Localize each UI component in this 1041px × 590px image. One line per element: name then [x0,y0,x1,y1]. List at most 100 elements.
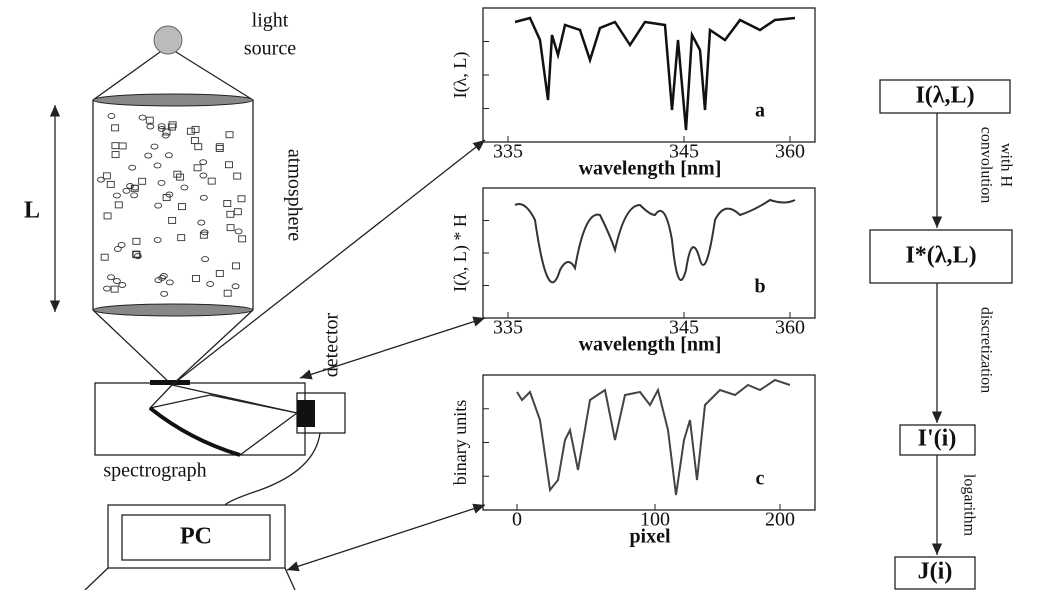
particle [225,162,232,168]
flow-step: with H [997,143,1014,187]
particle [166,280,173,285]
spectrograph-box [95,383,305,455]
particle [169,217,176,223]
particle [112,125,119,131]
label: spectrograph [103,460,206,482]
slit [150,380,190,385]
particle [202,257,209,262]
flow-node: J(i) [918,559,953,585]
particle [194,165,201,171]
arrow [287,505,485,570]
flow-node: I'(i) [918,426,957,452]
plot-frame [483,375,815,510]
x-tick-label: 0 [512,509,522,531]
particle [192,126,199,132]
particle [107,181,114,187]
particle [133,238,140,244]
y-axis-label: I(λ, L) * H [450,214,471,292]
beam [93,52,253,100]
particle [235,229,242,234]
atmosphere-cylinder [93,94,253,316]
particle [216,271,223,277]
particle [146,117,153,123]
particle [107,275,114,280]
y-axis-label: I(λ, L) [450,52,471,99]
flow-step: convolution [977,127,994,203]
particle [226,132,233,138]
label: atmosphere [283,149,305,241]
spectrum [515,18,795,130]
particle [111,286,118,292]
x-tick-label: 335 [493,317,523,339]
particle [112,143,119,149]
particle [162,133,169,138]
particle [129,165,136,170]
particle [115,202,122,208]
diagram: light source atmosphere L detector spect… [0,0,1041,590]
panel-letter: c [756,468,765,490]
flow-node: I*(λ,L) [905,243,976,269]
x-tick-label: 335 [493,141,523,163]
particle [154,163,161,168]
particle [187,128,194,134]
particle [200,160,207,165]
y-axis-label: binary units [450,400,470,486]
particle [227,211,234,217]
particle [238,196,245,202]
particle [216,144,223,150]
spectrum [515,200,795,282]
flow-step: logarithm [960,474,977,537]
cable [225,433,320,505]
particle [147,124,154,129]
particle [114,246,121,251]
particle [165,153,172,158]
particle [192,275,199,281]
beam [93,310,253,385]
particle [151,144,158,149]
flow-step: discretization [977,307,994,393]
particle [139,178,146,184]
light-source [154,26,182,54]
particle [207,281,214,286]
particle [97,177,104,182]
particle [191,138,198,144]
label: PC [180,524,212,550]
x-tick-label: 345 [669,317,699,339]
particle [234,209,241,215]
particle [119,143,126,149]
x-tick-label: 100 [640,509,670,531]
particle [216,146,223,152]
particle [104,286,111,291]
flow-node: I(λ,L) [915,83,974,109]
particle [158,180,165,185]
particle [104,213,111,219]
panel-letter: b [754,276,765,298]
particle [112,152,119,158]
particle [154,238,161,243]
x-tick-label: 200 [765,509,795,531]
spectrum [517,380,790,495]
particle [198,220,205,225]
particle [101,254,108,260]
particle [200,195,207,200]
particle [155,203,162,208]
particle [181,185,188,190]
particle [178,204,185,210]
particle [119,283,126,288]
x-axis-label: wavelength [nm] [579,158,722,180]
detector [297,400,315,427]
x-tick-label: 360 [775,317,805,339]
particle [113,193,120,198]
plot-frame [483,8,815,142]
particle [161,291,168,296]
particle [227,225,234,231]
panel-letter: a [755,100,765,122]
particle [232,263,239,269]
label: source [244,38,296,60]
particle [145,153,152,158]
laptop-base [85,568,295,590]
particle [123,188,130,193]
particle [200,173,207,178]
particle [178,235,185,241]
particle [232,284,239,289]
